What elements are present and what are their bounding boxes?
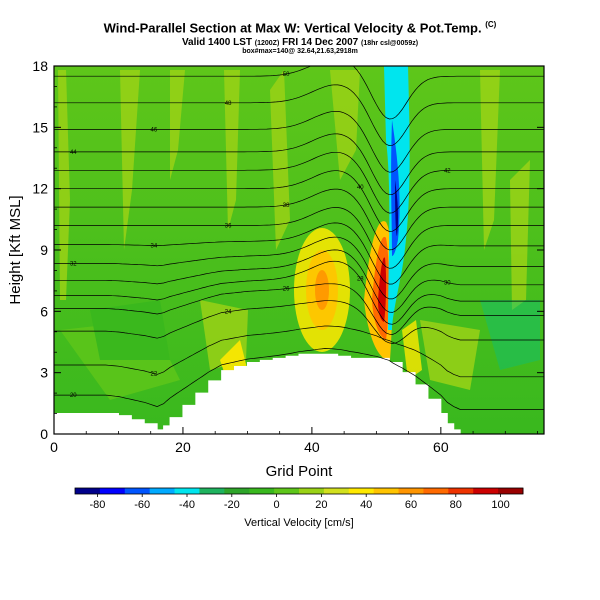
contour-label: 36 (225, 224, 232, 230)
contour-label: 32 (70, 261, 77, 267)
contour-line (54, 111, 544, 173)
x-tick-label: 60 (433, 439, 449, 455)
y-axis-title: Height [Kft MSL] (7, 195, 24, 304)
contour-label: 22 (151, 372, 158, 378)
contour-line (54, 249, 544, 313)
x-tick-label: 0 (50, 439, 58, 455)
colorbar-frame (74, 487, 524, 495)
y-tick-label: 3 (40, 365, 48, 381)
contour-label: 44 (70, 150, 77, 156)
contour-line (54, 66, 544, 120)
colorbar-segment (199, 488, 225, 494)
colorbar-tick-label: -40 (179, 499, 195, 511)
colorbar-segment (124, 488, 151, 494)
x-axis-title: Grid Point (266, 463, 334, 480)
colorbar-segment (373, 488, 400, 494)
chart-title: Wind-Parallel Section at Max W: Vertical… (103, 20, 497, 36)
colorbar-segment (498, 488, 524, 494)
potential-temperature-contours (54, 66, 544, 410)
contour-line (54, 348, 544, 410)
colorbar-tick-label: 80 (450, 499, 462, 511)
colorbar-segment (249, 488, 275, 494)
colorbar-segment (149, 488, 176, 494)
contour-label: 38 (283, 203, 290, 209)
colorbar-segment (99, 488, 126, 494)
contour-label: 20 (70, 393, 77, 399)
contour-line (54, 283, 544, 335)
y-tick-label: 18 (32, 58, 48, 74)
contour-line (54, 170, 544, 232)
x-tick-label: 20 (175, 439, 191, 455)
colorbar-segment (274, 488, 300, 494)
y-tick-label: 9 (40, 242, 48, 258)
colorbar-segment (398, 488, 424, 494)
colorbar-tick-label: 40 (360, 499, 372, 511)
colorbar-segment (423, 488, 449, 494)
contour-line (54, 236, 544, 300)
contour-label: 40 (357, 185, 364, 191)
y-tick-label: 6 (40, 303, 48, 319)
colorbar-title: Vertical Velocity [cm/s] (244, 517, 353, 529)
contour-line (54, 84, 544, 146)
colorbar-segment (448, 488, 474, 494)
colorbar-segment (174, 488, 200, 494)
colorbar-tick-label: 100 (491, 499, 509, 511)
chart-subtitle-valid-time: Valid 1400 LST (1200Z) FRI 14 Dec 2007 (… (181, 37, 419, 48)
contour-label: 28 (357, 276, 364, 282)
contour-label: 46 (151, 127, 158, 133)
y-tick-label: 15 (32, 119, 48, 135)
contour-label: 26 (283, 287, 290, 293)
colorbar-segment (75, 488, 101, 494)
contour-label: 48 (225, 101, 232, 107)
colorbar-segment (224, 488, 250, 494)
contour-label: 34 (151, 244, 158, 250)
contour-line (54, 222, 544, 285)
contour-label: 24 (225, 310, 232, 316)
contour-line (54, 151, 544, 214)
colorbar-tick-label: 20 (315, 499, 327, 511)
y-tick-label: 0 (40, 426, 48, 442)
colorbar-tick-label: -80 (89, 499, 105, 511)
contour-labels: 20 22 24 26 28 30 32 34 36 38 40 42 44 46 48 50 (70, 72, 451, 399)
x-tick-label: 40 (304, 439, 320, 455)
colorbar-tick-label: -20 (224, 499, 240, 511)
chart-subtitle-box-info: box#max=140@ 32.64,21.63,2918m (242, 48, 358, 55)
contour-line (54, 188, 544, 251)
colorbar-segment (473, 488, 499, 494)
contour-line (54, 207, 544, 269)
contour-label: 42 (444, 168, 451, 174)
contour-line (54, 325, 544, 378)
contour-line (54, 300, 544, 344)
colorbar: -80 -60 -40 -20 0 20 40 60 80 100 (74, 487, 524, 511)
colorbar-segment (323, 488, 350, 494)
colorbar-tick-label: 0 (274, 499, 280, 511)
colorbar-tick-label: -60 (134, 499, 150, 511)
y-tick-label: 12 (32, 181, 48, 197)
colorbar-segment (348, 488, 375, 494)
colorbar-tick-label: 60 (405, 499, 417, 511)
contour-line (54, 260, 544, 325)
contour-line (54, 133, 544, 196)
contour-label: 30 (444, 281, 451, 287)
contour-label: 50 (283, 72, 290, 78)
colorbar-segment (299, 488, 325, 494)
